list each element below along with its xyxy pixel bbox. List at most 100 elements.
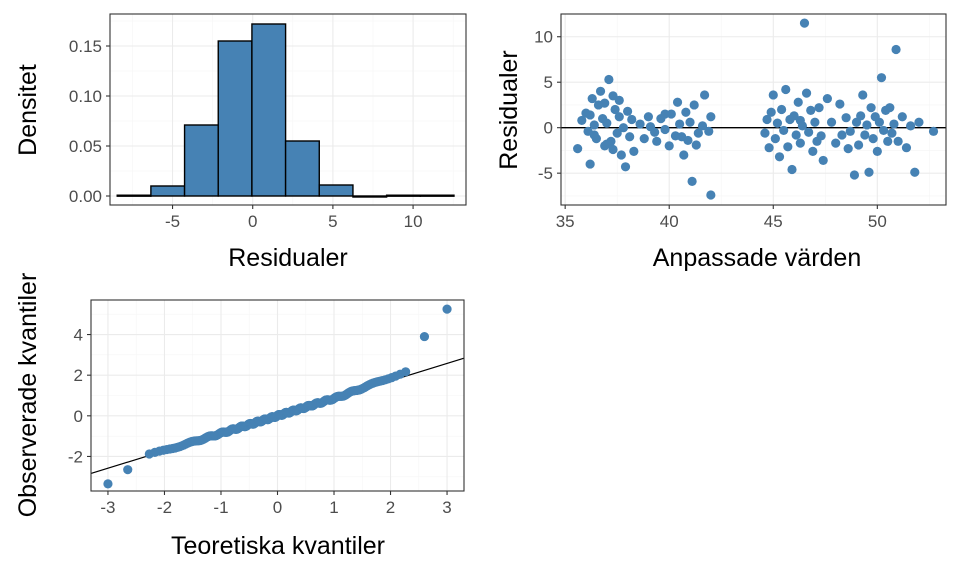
histogram-bar	[385, 194, 421, 197]
x-tick-label: -2	[157, 498, 172, 517]
residual-point	[783, 142, 793, 152]
residual-point	[874, 117, 885, 127]
residual-point	[887, 128, 897, 138]
residual-point	[685, 117, 695, 127]
residual-point	[691, 140, 701, 150]
histogram-panel: -5 0 5 10 0.00 0.05 0.10 0.15 Residualer Densit…	[14, 13, 467, 272]
residual-point	[868, 134, 878, 144]
residual-point	[853, 140, 864, 150]
residual-point	[602, 118, 612, 128]
residual-point	[906, 121, 916, 131]
residual-point	[602, 139, 612, 149]
residual-point	[629, 146, 639, 156]
x-tick-label: -1	[213, 498, 228, 517]
histogram-bar	[284, 140, 320, 197]
histogram-bar	[318, 184, 354, 197]
residual-point	[699, 90, 710, 100]
residual-point	[928, 126, 939, 136]
residual-point	[672, 97, 683, 107]
residual-point	[831, 138, 841, 148]
y-tick-label: 4	[74, 326, 83, 345]
residual-point	[622, 106, 633, 116]
residual-point	[706, 112, 716, 122]
histogram-bar	[217, 40, 253, 197]
residual-x-axis-title: Anpassade värden	[653, 244, 861, 272]
y-tick-label: -2	[68, 447, 83, 466]
residual-point	[764, 143, 774, 153]
histogram-bars	[116, 23, 455, 198]
x-tick-label: 45	[764, 212, 783, 231]
qq-y-axis-title: Observerade kvantiler	[14, 273, 42, 518]
residual-point	[595, 86, 606, 96]
residual-point	[799, 18, 810, 28]
residual-point	[587, 93, 597, 104]
residual-point	[889, 119, 899, 129]
qq-point	[123, 465, 133, 475]
x-tick-label: 1	[329, 498, 338, 517]
residual-point	[795, 115, 805, 126]
residual-point	[858, 90, 868, 100]
residual-point	[577, 115, 587, 126]
residual-point	[787, 164, 797, 175]
x-tick-label: -3	[100, 498, 115, 517]
residual-point	[652, 136, 662, 146]
y-tick-label: 0.00	[69, 187, 102, 206]
x-tick-label: 2	[386, 498, 395, 517]
residual-point	[779, 125, 789, 136]
residual-point	[693, 128, 703, 138]
residual-point	[770, 134, 780, 144]
histogram-bar	[251, 23, 287, 197]
residual-point	[616, 150, 626, 160]
y-tick-label: 0.05	[69, 137, 102, 156]
residual-point	[795, 138, 805, 148]
residual-point	[835, 99, 845, 109]
residual-point	[635, 119, 645, 129]
residual-point	[604, 74, 614, 85]
residual-point	[614, 95, 624, 106]
residual-point	[801, 88, 812, 98]
residual-point	[776, 104, 787, 115]
residual-point	[849, 170, 860, 180]
residual-point	[600, 98, 610, 108]
histogram-y-axis-title: Densitet	[14, 64, 42, 156]
residual-point	[866, 103, 876, 113]
residual-point	[774, 152, 785, 162]
residual-point	[618, 123, 629, 133]
residual-point	[860, 130, 870, 140]
residual-point	[822, 93, 832, 104]
residual-point	[677, 132, 687, 142]
residual-point	[876, 73, 887, 83]
residual-point	[856, 111, 866, 121]
residual-point	[639, 134, 649, 144]
residual-point	[681, 107, 691, 117]
residual-point	[612, 128, 622, 138]
histogram-bar	[419, 194, 455, 197]
residual-point	[806, 105, 816, 116]
residual-point	[872, 146, 882, 156]
histogram-bar	[352, 195, 388, 198]
residual-point	[675, 119, 685, 129]
residual-point	[818, 155, 828, 166]
residual-point	[585, 159, 595, 169]
y-tick-label: 0	[544, 119, 553, 138]
residual-point	[897, 112, 907, 122]
x-tick-label: 35	[556, 212, 575, 231]
residual-point	[589, 120, 599, 130]
qq-point	[401, 367, 411, 377]
x-tick-label: -5	[165, 212, 180, 231]
residual-point	[891, 44, 901, 55]
x-tick-label: 5	[328, 212, 337, 231]
residual-point	[885, 103, 895, 113]
residual-point	[810, 117, 820, 127]
residual-point	[687, 176, 697, 186]
x-tick-label: 40	[660, 212, 679, 231]
residual-point	[697, 121, 708, 131]
residual-point	[760, 128, 770, 138]
y-tick-label: 10	[534, 28, 553, 47]
x-tick-label: 0	[248, 212, 257, 231]
qq-point	[419, 331, 430, 342]
histogram-bar	[150, 185, 186, 197]
x-tick-label: 10	[404, 212, 423, 231]
y-tick-label: -5	[538, 164, 553, 183]
